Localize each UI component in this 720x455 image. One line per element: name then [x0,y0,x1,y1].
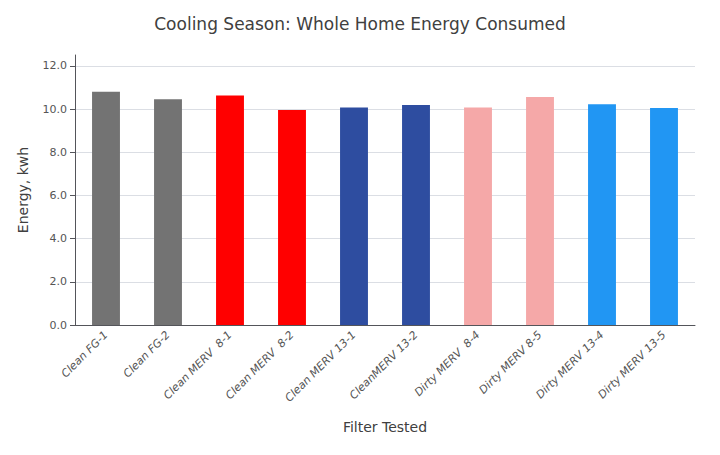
svg-text:Clean MERV 8-2: Clean MERV 8-2 [222,328,297,403]
svg-text:8.0: 8.0 [50,146,68,159]
svg-text:12.0: 12.0 [43,59,68,72]
svg-text:Filter Tested: Filter Tested [343,419,427,435]
svg-text:Cooling Season: Whole Home Ene: Cooling Season: Whole Home Energy Consum… [154,14,566,34]
svg-text:Dirty MERV 13-4: Dirty MERV 13-4 [534,328,607,401]
svg-text:Clean FG-2: Clean FG-2 [121,328,173,380]
svg-text:4.0: 4.0 [50,232,68,245]
svg-text:6.0: 6.0 [50,189,68,202]
svg-text:Clean FG-1: Clean FG-1 [59,328,111,380]
svg-text:2.0: 2.0 [50,275,68,288]
svg-text:CleanMERV 13-2: CleanMERV 13-2 [347,328,421,402]
svg-text:10.0: 10.0 [43,103,68,116]
svg-text:Dirty MERV 8-4: Dirty MERV 8-4 [412,328,483,399]
svg-text:Energy, kwh: Energy, kwh [15,147,31,233]
svg-text:Clean MERV 13-1: Clean MERV 13-1 [282,328,359,405]
svg-text:0.0: 0.0 [50,319,68,332]
svg-text:Clean MERV 8-1: Clean MERV 8-1 [160,328,235,403]
svg-text:Dirty MERV 13-5: Dirty MERV 13-5 [596,328,669,401]
svg-text:Dirty MERV 8-5: Dirty MERV 8-5 [476,328,544,396]
